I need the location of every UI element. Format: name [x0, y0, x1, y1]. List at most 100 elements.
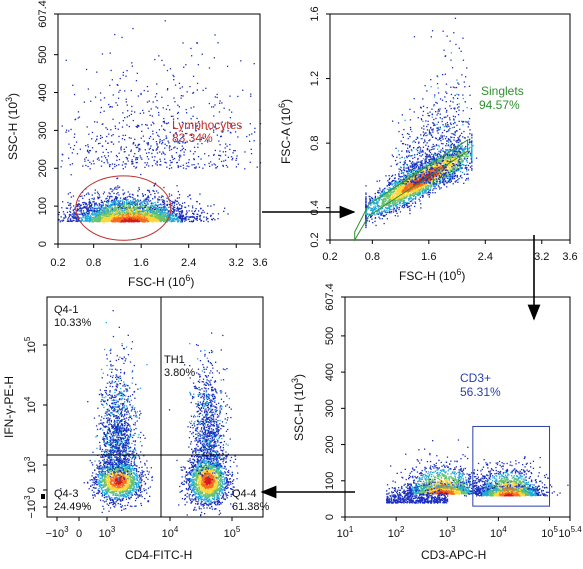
cell-event: [128, 212, 130, 215]
cell-event: [180, 138, 182, 140]
cell-event: [105, 198, 107, 200]
cell-event: [74, 118, 77, 120]
cell-event: [140, 203, 142, 205]
cell-event: [460, 158, 462, 160]
cell-event: [118, 201, 120, 203]
cell-event: [409, 190, 411, 192]
cell-event: [108, 207, 110, 209]
cell-event: [100, 204, 102, 206]
cell-event: [188, 216, 190, 218]
cell-event: [93, 198, 95, 201]
cell-event: [153, 220, 155, 222]
cell-event: [75, 210, 78, 212]
cell-event: [218, 140, 220, 142]
cell-event: [147, 90, 149, 92]
cell-event: [58, 211, 60, 214]
cell-event: [201, 137, 203, 139]
cell-event: [125, 101, 127, 103]
cell-event: [137, 198, 139, 201]
cell-event: [152, 207, 154, 210]
cell-event: [176, 219, 178, 221]
cell-event: [145, 204, 148, 206]
cell-event: [161, 208, 163, 210]
cell-event: [148, 137, 151, 140]
cell-event: [160, 212, 162, 214]
cell-event: [124, 215, 126, 217]
cell-event: [121, 36, 123, 39]
cell-event: [151, 152, 153, 155]
cell-event: [419, 200, 421, 202]
cell-event: [155, 213, 157, 215]
cell-event: [226, 145, 228, 147]
cell-event: [115, 217, 117, 220]
cell-event: [158, 196, 160, 198]
cell-event: [104, 206, 106, 208]
cell-event: [125, 204, 128, 206]
cell-event: [116, 212, 118, 214]
cell-event: [138, 220, 141, 222]
cell-event: [172, 219, 174, 221]
cell-event: [170, 220, 173, 222]
cell-event: [62, 211, 65, 213]
cell-event: [219, 150, 221, 152]
cell-event: [142, 214, 144, 216]
cell-event: [77, 216, 79, 218]
cell-event: [63, 213, 65, 215]
cell-event: [89, 218, 91, 220]
cell-event: [201, 53, 203, 55]
cell-event: [82, 217, 84, 219]
cell-event: [208, 162, 210, 165]
cell-event: [67, 220, 69, 222]
cell-event: [205, 219, 208, 221]
cell-event: [126, 199, 128, 201]
cell-event: [80, 213, 82, 215]
cell-event: [123, 211, 125, 214]
cell-event: [434, 185, 436, 187]
cell-event: [366, 206, 368, 208]
cell-event: [113, 198, 116, 200]
cell-event: [183, 151, 185, 153]
cell-event: [153, 208, 155, 210]
cell-event: [135, 125, 137, 128]
cell-event: [121, 219, 123, 221]
cell-event: [73, 136, 75, 138]
cell-event: [117, 215, 119, 218]
cell-event: [124, 117, 126, 119]
cell-event: [217, 42, 219, 44]
cell-event: [121, 204, 123, 207]
cell-event: [447, 171, 449, 173]
cell-event: [156, 152, 159, 154]
cell-event: [166, 218, 168, 220]
cell-event: [104, 212, 106, 214]
cell-event: [147, 215, 149, 217]
cell-event: [182, 95, 184, 97]
cell-event: [113, 210, 115, 212]
cell-event: [134, 211, 136, 214]
cell-event: [93, 197, 95, 199]
cell-event: [148, 212, 151, 214]
cell-event: [195, 218, 197, 220]
cell-event: [181, 145, 183, 147]
cell-event: [132, 162, 134, 165]
cell-event: [122, 199, 124, 201]
cell-event: [171, 155, 173, 157]
cell-event: [77, 209, 79, 211]
cell-event: [164, 153, 166, 156]
cell-event: [170, 167, 173, 169]
cell-event: [192, 215, 194, 218]
cell-event: [101, 53, 104, 55]
cell-event: [436, 172, 438, 175]
cell-event: [91, 198, 93, 200]
cell-event: [126, 203, 128, 205]
cell-event: [136, 219, 138, 222]
cell-event: [175, 214, 178, 216]
cell-event: [148, 152, 150, 154]
cell-event: [136, 214, 138, 216]
cell-event: [90, 215, 92, 217]
cell-event: [83, 101, 85, 103]
cell-event: [137, 221, 139, 223]
cell-event: [165, 135, 167, 137]
cell-event: [167, 214, 169, 216]
cell-event: [236, 155, 238, 157]
cell-event: [429, 185, 431, 188]
